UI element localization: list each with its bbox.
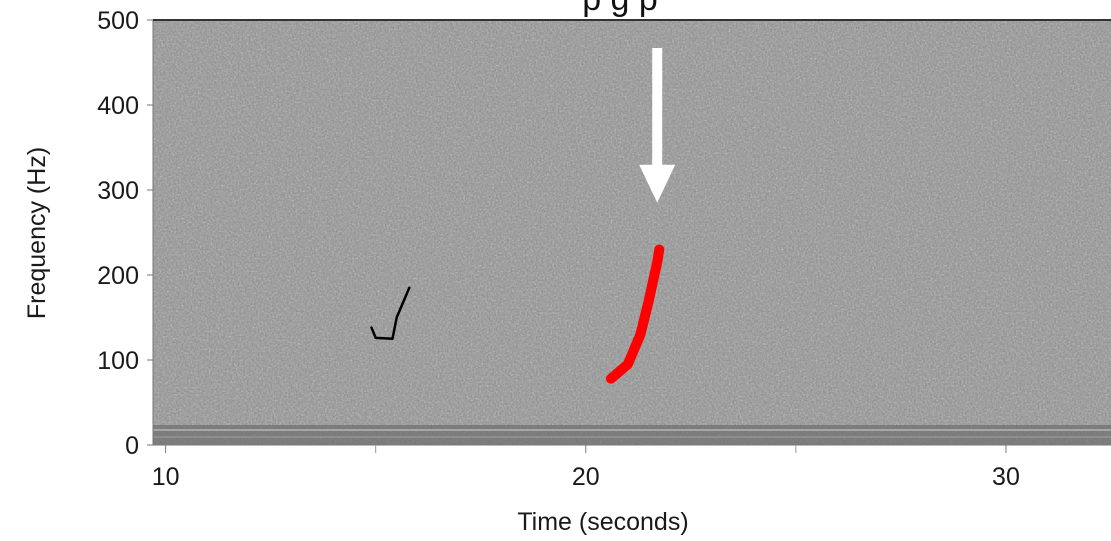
black-trace (370, 286, 411, 341)
plot-area (153, 20, 1111, 445)
x-tick-label: 20 (572, 463, 600, 491)
y-tick-label: 100 (97, 347, 139, 375)
y-axis-title: Frequency (Hz) (23, 147, 51, 319)
chart-title-fragment: p g p (582, 0, 658, 18)
red-trace (606, 244, 665, 384)
y-ticks: 0 100 200 300 400 500 (97, 7, 153, 460)
x-tick-label: 10 (152, 463, 180, 491)
x-ticks: 10 20 30 (152, 445, 1020, 491)
low-frequency-band (153, 425, 1111, 445)
x-tick-label: 30 (992, 463, 1020, 491)
series-layer (370, 244, 665, 384)
y-tick-label: 200 (97, 262, 139, 290)
y-tick-label: 300 (97, 177, 139, 205)
y-tick-label: 0 (125, 432, 139, 460)
y-tick-label: 400 (97, 92, 139, 120)
x-axis-title: Time (seconds) (517, 508, 688, 536)
y-tick-label: 500 (97, 7, 139, 35)
arrow-layer (639, 48, 676, 203)
arrow-head (639, 164, 676, 203)
arrow-shaft (652, 48, 663, 167)
